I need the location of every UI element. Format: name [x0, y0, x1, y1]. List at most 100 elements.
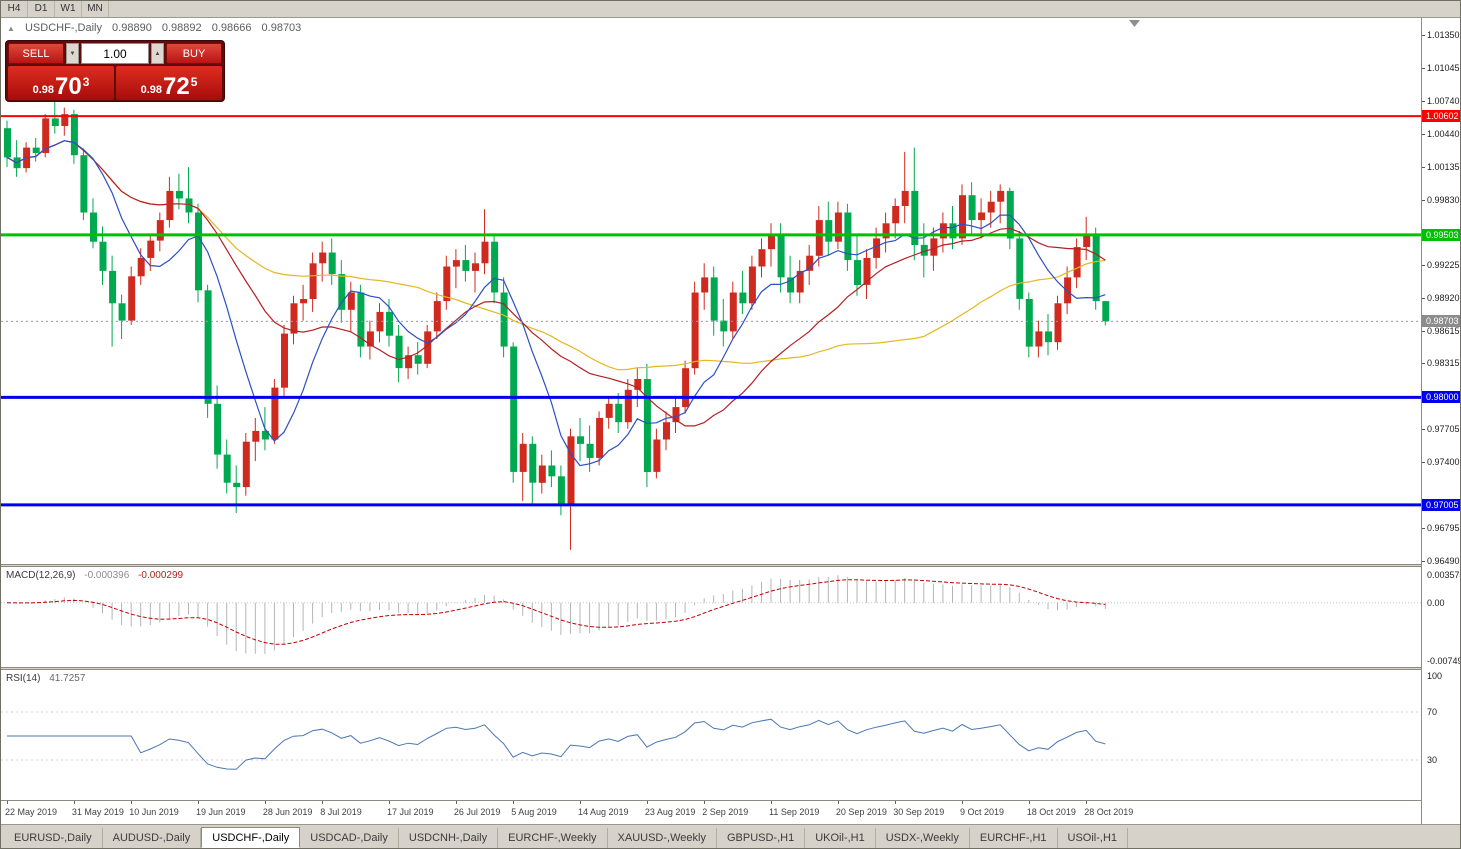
date-axis-label: 8 Jul 2019 [320, 807, 362, 817]
date-axis-label: 22 May 2019 [5, 807, 58, 817]
price-axis-tick [1422, 462, 1425, 464]
macd-indicator-panel[interactable]: MACD(12,26,9) -0.000396 -0.000299 [1, 567, 1421, 667]
date-axis-label: 17 Jul 2019 [387, 807, 434, 817]
price-axis-tick [1422, 297, 1425, 299]
ask-price-big-digits: 72 [163, 73, 190, 100]
chart-tab-usdx-weekly[interactable]: USDX-,Weekly [876, 828, 970, 848]
date-axis-label: 14 Aug 2019 [578, 807, 629, 817]
date-axis[interactable]: 22 May 2019 31 May 2019 10 Jun 2019 19 Jun … [1, 800, 1421, 824]
panel-splitter[interactable] [1, 564, 1421, 567]
period-button-w1[interactable]: W1 [55, 1, 82, 17]
chart-tab-xauusd-weekly[interactable]: XAUUSD-,Weekly [608, 828, 717, 848]
rsi-label: RSI(14) [6, 673, 41, 684]
chart-tab-eurusd-daily[interactable]: EURUSD-,Daily [4, 828, 103, 848]
period-button-h4[interactable]: H4 [1, 1, 28, 17]
date-axis-tick [198, 801, 199, 804]
panel-splitter[interactable] [1, 667, 1421, 670]
ohlc-low: 0.98666 [211, 22, 252, 34]
buy-button[interactable]: BUY [166, 43, 222, 64]
price-axis-tick [1422, 199, 1425, 201]
price-axis-label: 0.98615 [1427, 325, 1460, 336]
chart-tab-audusd-daily[interactable]: AUDUSD-,Daily [103, 828, 202, 848]
date-axis-tick [322, 801, 324, 804]
chart-tab-ukoil-h1[interactable]: UKOil-,H1 [805, 828, 876, 848]
chart-tab-gbpusd-h1[interactable]: GBPUSD-,H1 [717, 828, 806, 848]
price-axis[interactable]: 1.01350 1.01045 1.00740 1.00440 1.00135 0.998… [1421, 18, 1461, 824]
date-axis-label: 30 Sep 2019 [893, 807, 945, 817]
price-axis-label: 0.97705 [1427, 424, 1460, 435]
price-chart-panel[interactable]: ▲ USDCHF-,Daily 0.98890 0.98892 0.98666 … [1, 18, 1421, 564]
date-axis-tick [455, 801, 457, 804]
date-axis-tick [962, 801, 963, 804]
macd-axis-label: -0.00749 [1427, 656, 1461, 666]
price-axis-label: 0.99225 [1427, 259, 1460, 270]
price-axis-tick [1422, 560, 1425, 562]
macd-axis-label: 0.00 [1427, 597, 1445, 608]
chart-tab-usdcnh-daily[interactable]: USDCNH-,Daily [399, 828, 499, 848]
macd-signal-value: -0.000299 [138, 570, 184, 581]
rsi-indicator-chart[interactable] [1, 670, 1421, 800]
bid-price-pipette: 3 [82, 75, 90, 89]
date-axis-tick [895, 801, 897, 804]
date-axis-label: 2 Sep 2019 [702, 807, 749, 817]
chart-tab-eurchf-h1[interactable]: EURCHF-,H1 [970, 828, 1058, 848]
date-axis-tick [1028, 801, 1030, 804]
date-axis-tick [580, 801, 581, 804]
ohlc-open: 0.98890 [112, 22, 152, 34]
price-axis-label: 0.98920 [1427, 292, 1460, 303]
date-axis-label: 11 Sep 2019 [769, 807, 820, 817]
volume-increase-button[interactable]: ▲ [151, 43, 164, 64]
current-price-label: 0.98703 [1422, 315, 1460, 328]
period-button-mn[interactable]: MN [82, 1, 109, 17]
date-axis-label: 18 Oct 2019 [1026, 807, 1076, 817]
price-axis-tick [1422, 429, 1425, 431]
date-axis-label: 28 Oct 2019 [1084, 807, 1134, 817]
ohlc-high: 0.98892 [161, 22, 202, 34]
rsi-indicator-panel[interactable]: RSI(14) 41.7257 [1, 670, 1421, 800]
chart-tab-usoil-h1[interactable]: USOil-,H1 [1058, 828, 1129, 848]
date-axis-label: 23 Aug 2019 [644, 807, 696, 817]
rsi-axis-label: 70 [1427, 707, 1438, 717]
price-axis-label: 1.01045 [1427, 63, 1460, 74]
chart-symbol-title: USDCHF-,Daily [24, 22, 102, 34]
macd-header: MACD(12,26,9) -0.000396 -0.000299 [6, 570, 183, 581]
volume-decrease-button[interactable]: ▼ [66, 43, 79, 64]
collapse-trade-panel-icon[interactable]: ▲ [7, 24, 15, 33]
ask-price-box[interactable]: 0.98 72 5 [116, 66, 222, 100]
date-axis-label: 26 Jul 2019 [453, 807, 501, 817]
date-axis-tick [837, 801, 839, 804]
price-axis-tick [1422, 363, 1425, 365]
price-axis-tick [1422, 101, 1425, 103]
date-axis-tick [73, 801, 75, 804]
chart-tab-usdchf-daily[interactable]: USDCHF-,Daily [201, 827, 301, 848]
hline-price-label: 0.99503 [1422, 228, 1460, 241]
date-axis-label: 20 Sep 2019 [835, 807, 887, 817]
price-axis-tick [1422, 133, 1425, 135]
price-axis-tick [1422, 68, 1425, 70]
chart-workspace: ▲ USDCHF-,Daily 0.98890 0.98892 0.98666 … [1, 18, 1421, 824]
date-axis-tick [513, 801, 515, 804]
candlestick-chart[interactable] [1, 18, 1421, 564]
chart-ohlc-header: ▲ USDCHF-,Daily 0.98890 0.98892 0.98666 … [7, 22, 308, 34]
date-axis-tick [7, 801, 8, 804]
macd-main-value: -0.000396 [84, 570, 130, 581]
period-button-d1[interactable]: D1 [28, 1, 55, 17]
one-click-trading-panel: SELL ▼ ▲ BUY 0.98 70 3 0.98 72 5 [5, 40, 225, 102]
price-axis-label: 1.00740 [1427, 96, 1460, 107]
bid-price-box[interactable]: 0.98 70 3 [8, 66, 114, 100]
rsi-value: 41.7257 [49, 673, 86, 684]
price-axis-label: 1.00440 [1427, 128, 1460, 139]
rsi-header: RSI(14) 41.7257 [6, 673, 85, 684]
macd-indicator-chart[interactable] [1, 567, 1421, 667]
period-toolbar: H4 D1 W1 MN [1, 1, 1460, 18]
macd-axis-label: 0.003574 [1427, 570, 1461, 580]
price-axis-tick [1422, 166, 1425, 168]
sell-button[interactable]: SELL [8, 43, 64, 64]
bid-price-prefix: 0.98 [32, 84, 55, 96]
chart-tab-eurchf-weekly[interactable]: EURCHF-,Weekly [498, 828, 608, 848]
chart-tab-usdcad-daily[interactable]: USDCAD-,Daily [300, 828, 399, 848]
price-axis-tick [1422, 527, 1425, 529]
date-axis-tick [771, 801, 772, 804]
volume-input[interactable] [81, 43, 149, 64]
date-axis-tick [646, 801, 648, 804]
